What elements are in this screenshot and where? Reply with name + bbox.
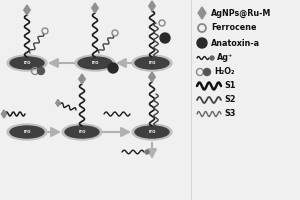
Text: Anatoxin-a: Anatoxin-a (211, 38, 260, 47)
Ellipse shape (75, 55, 115, 71)
Ellipse shape (62, 124, 102, 140)
Polygon shape (149, 72, 155, 82)
Text: H₂O₂: H₂O₂ (214, 68, 235, 76)
Polygon shape (149, 1, 155, 11)
Text: S3: S3 (224, 110, 236, 118)
Ellipse shape (7, 55, 47, 71)
Ellipse shape (10, 126, 44, 138)
Text: ITO: ITO (148, 61, 156, 65)
Text: Ag⁺: Ag⁺ (217, 53, 233, 62)
Text: ITO: ITO (78, 130, 86, 134)
Ellipse shape (7, 124, 47, 140)
Circle shape (145, 150, 149, 154)
Text: ITO: ITO (23, 61, 31, 65)
Circle shape (160, 33, 170, 43)
Text: AgNPs@Ru-M: AgNPs@Ru-M (211, 8, 272, 18)
Circle shape (210, 56, 214, 60)
Circle shape (108, 63, 118, 73)
Ellipse shape (78, 57, 112, 69)
Ellipse shape (65, 126, 99, 138)
Circle shape (38, 68, 44, 74)
Ellipse shape (10, 57, 44, 69)
Text: ITO: ITO (23, 130, 31, 134)
Ellipse shape (132, 55, 172, 71)
Polygon shape (56, 99, 60, 106)
Polygon shape (79, 74, 85, 84)
Ellipse shape (132, 124, 172, 140)
Polygon shape (24, 5, 30, 15)
Text: Ferrocene: Ferrocene (211, 23, 256, 32)
Polygon shape (92, 3, 98, 13)
Circle shape (203, 68, 211, 75)
Text: S1: S1 (224, 82, 236, 90)
Polygon shape (198, 7, 206, 19)
Ellipse shape (135, 126, 169, 138)
Text: ITO: ITO (91, 61, 99, 65)
Text: ITO: ITO (148, 130, 156, 134)
Text: S2: S2 (224, 96, 236, 104)
Ellipse shape (135, 57, 169, 69)
Polygon shape (2, 110, 7, 118)
Circle shape (197, 38, 207, 48)
